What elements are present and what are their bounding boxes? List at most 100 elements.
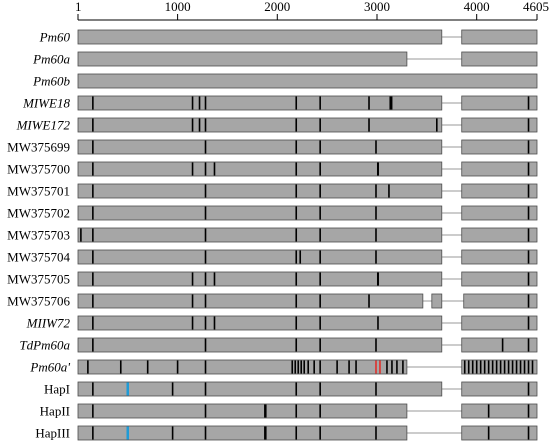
variant-mark xyxy=(527,184,530,198)
sequence-segment xyxy=(77,359,408,375)
sequence-segment xyxy=(461,139,538,155)
variant-mark xyxy=(396,360,398,374)
variant-mark xyxy=(295,272,298,286)
variant-mark xyxy=(191,294,194,308)
variant-mark xyxy=(436,118,438,132)
variant-mark xyxy=(204,118,207,132)
variant-mark xyxy=(213,162,216,176)
variant-mark xyxy=(487,360,490,374)
variant-mark xyxy=(295,338,298,352)
variant-mark xyxy=(146,360,149,374)
variant-mark xyxy=(204,228,207,242)
variant-mark xyxy=(527,316,530,330)
row-label: TdPm60a xyxy=(19,338,70,353)
row-label: HapI xyxy=(44,382,70,397)
sequence-segment xyxy=(77,227,443,243)
variant-mark xyxy=(198,96,201,110)
variant-mark xyxy=(527,294,530,308)
variant-mark xyxy=(204,96,207,110)
variant-mark xyxy=(376,272,379,286)
variant-mark xyxy=(313,360,315,374)
variant-mark xyxy=(204,382,207,396)
variant-mark xyxy=(375,206,377,220)
variant-mark xyxy=(198,118,201,132)
variant-mark xyxy=(375,250,377,264)
sequence-segment xyxy=(461,271,538,287)
variant-mark xyxy=(375,140,377,154)
variant-mark xyxy=(527,382,530,396)
axis-tick-label: 3000 xyxy=(364,0,390,14)
sequence-segment xyxy=(77,95,443,111)
variant-mark xyxy=(303,360,306,374)
variant-mark xyxy=(299,250,302,264)
variant-mark xyxy=(264,426,267,440)
variant-mark xyxy=(319,162,321,176)
sequence-segment xyxy=(77,205,443,221)
sequence-segment xyxy=(77,73,538,89)
sequence-segment xyxy=(461,205,538,221)
variant-mark xyxy=(92,382,94,396)
variant-mark xyxy=(92,338,94,352)
sequence-segment xyxy=(77,381,443,397)
sequence-segment xyxy=(77,403,408,419)
variant-mark xyxy=(300,360,303,374)
variant-mark xyxy=(368,294,370,308)
row-label: Pm60a xyxy=(32,52,70,67)
sequence-segment xyxy=(461,183,538,199)
variant-mark xyxy=(527,272,530,286)
sequence-segment xyxy=(77,117,443,133)
sequence-segment xyxy=(77,315,443,331)
sequence-segment xyxy=(461,315,538,331)
variant-mark xyxy=(92,404,94,418)
sequence-segment xyxy=(77,29,443,45)
sequence-segment xyxy=(77,337,443,353)
variant-mark xyxy=(523,360,526,374)
variant-mark xyxy=(319,96,321,110)
variant-mark xyxy=(527,118,530,132)
axis-tick-label: 4000 xyxy=(464,0,490,14)
sequence-segment xyxy=(461,381,538,397)
variant-mark xyxy=(92,118,94,132)
variant-mark xyxy=(527,338,530,352)
variant-mark xyxy=(204,338,207,352)
variant-mark xyxy=(391,360,393,374)
variant-mark xyxy=(92,96,94,110)
variant-mark xyxy=(495,360,498,374)
row-label: MIWE172 xyxy=(16,118,71,133)
row-label: MW375705 xyxy=(7,272,70,287)
axis-tick-label: 1 xyxy=(75,0,82,14)
variant-mark xyxy=(191,162,194,176)
variant-mark xyxy=(319,382,321,396)
variant-mark xyxy=(213,272,216,286)
variant-mark xyxy=(319,316,321,330)
variant-mark xyxy=(503,360,506,374)
variant-mark xyxy=(204,404,207,418)
variant-mark xyxy=(487,404,490,418)
variant-mark xyxy=(92,140,94,154)
variant-mark xyxy=(515,360,518,374)
variant-mark xyxy=(388,184,390,198)
variant-mark xyxy=(511,360,514,374)
sequence-segment xyxy=(461,249,538,265)
variant-mark xyxy=(386,360,388,374)
variant-mark xyxy=(294,360,297,374)
sequence-segment xyxy=(461,425,538,441)
variant-mark xyxy=(507,360,510,374)
variant-mark xyxy=(483,360,486,374)
variant-mark xyxy=(204,140,207,154)
variant-mark xyxy=(295,162,298,176)
row-label: Pm60 xyxy=(39,30,71,45)
variant-mark xyxy=(319,140,321,154)
row-label: MW375699 xyxy=(7,140,70,155)
variant-mark xyxy=(295,118,298,132)
variant-mark xyxy=(402,360,404,374)
variant-mark xyxy=(295,316,298,330)
variant-mark xyxy=(204,162,207,176)
variant-mark xyxy=(531,360,534,374)
variant-mark xyxy=(295,96,298,110)
variant-mark xyxy=(295,250,298,264)
axis-tick-label: 1000 xyxy=(165,0,191,14)
row-label: HapIII xyxy=(35,426,70,441)
sequence-segment xyxy=(461,117,538,133)
variant-mark xyxy=(319,338,321,352)
